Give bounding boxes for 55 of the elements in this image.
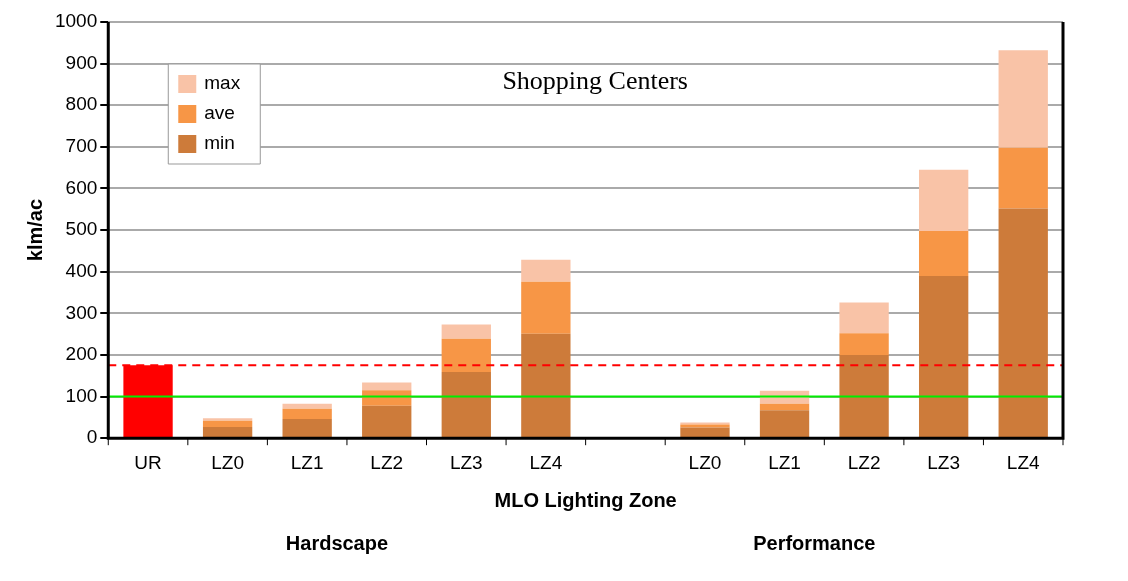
bar <box>362 405 412 438</box>
y-tick-label: 700 <box>65 135 98 157</box>
bar <box>680 427 730 438</box>
x-tick-label: LZ1 <box>768 451 801 473</box>
bar <box>521 333 571 438</box>
y-axis-title: klm/ac <box>23 198 46 262</box>
bar <box>998 50 1048 148</box>
y-tick-label: 900 <box>65 51 98 73</box>
bar <box>282 408 332 420</box>
bar <box>759 410 810 438</box>
legend-label: min <box>204 132 235 154</box>
x-tick-label: LZ4 <box>529 451 563 473</box>
x-tick-label: LZ3 <box>449 451 483 473</box>
bar <box>998 147 1048 209</box>
y-tick-label: 0 <box>86 426 98 448</box>
bar <box>839 302 889 334</box>
bar <box>521 259 571 282</box>
bar <box>441 372 491 438</box>
text: Performance <box>753 531 876 554</box>
y-tick-label: 300 <box>65 301 98 323</box>
y-tick-label: 400 <box>65 259 98 281</box>
x-tick-label: LZ3 <box>927 451 961 473</box>
bar <box>839 354 889 438</box>
bar <box>202 420 253 427</box>
bar <box>282 419 332 438</box>
legend-label: max <box>204 72 241 94</box>
bar <box>919 275 969 438</box>
text: Shopping Centers <box>502 65 688 95</box>
y-tick-label: 800 <box>65 93 98 115</box>
bar <box>202 426 253 438</box>
y-tick-label: 500 <box>65 218 98 240</box>
x-tick-label: LZ4 <box>1006 451 1041 473</box>
y-tick-label: 600 <box>65 176 98 198</box>
bar <box>998 208 1048 438</box>
x-tick-label: LZ2 <box>370 451 404 473</box>
bar <box>919 169 969 231</box>
x-tick-label: LZ0 <box>688 451 722 473</box>
bar <box>521 281 571 334</box>
bar <box>919 230 969 276</box>
x-tick-label: UR <box>134 451 162 473</box>
text: Hardscape <box>285 531 389 554</box>
x-tick-label: LZ1 <box>290 451 324 473</box>
y-tick-label: 200 <box>65 343 98 365</box>
x-axis-title: MLO Lighting Zone <box>494 488 677 511</box>
x-tick-label: LZ2 <box>847 451 881 473</box>
bar <box>362 382 412 391</box>
x-tick-label: LZ0 <box>211 451 244 473</box>
bar <box>839 333 889 355</box>
bar <box>282 403 332 409</box>
bar <box>441 324 491 339</box>
legend-label: ave <box>204 102 235 124</box>
y-tick-label: 100 <box>65 384 98 406</box>
bar <box>202 418 253 421</box>
bar <box>441 338 491 373</box>
y-tick-label: 1000 <box>54 10 98 32</box>
